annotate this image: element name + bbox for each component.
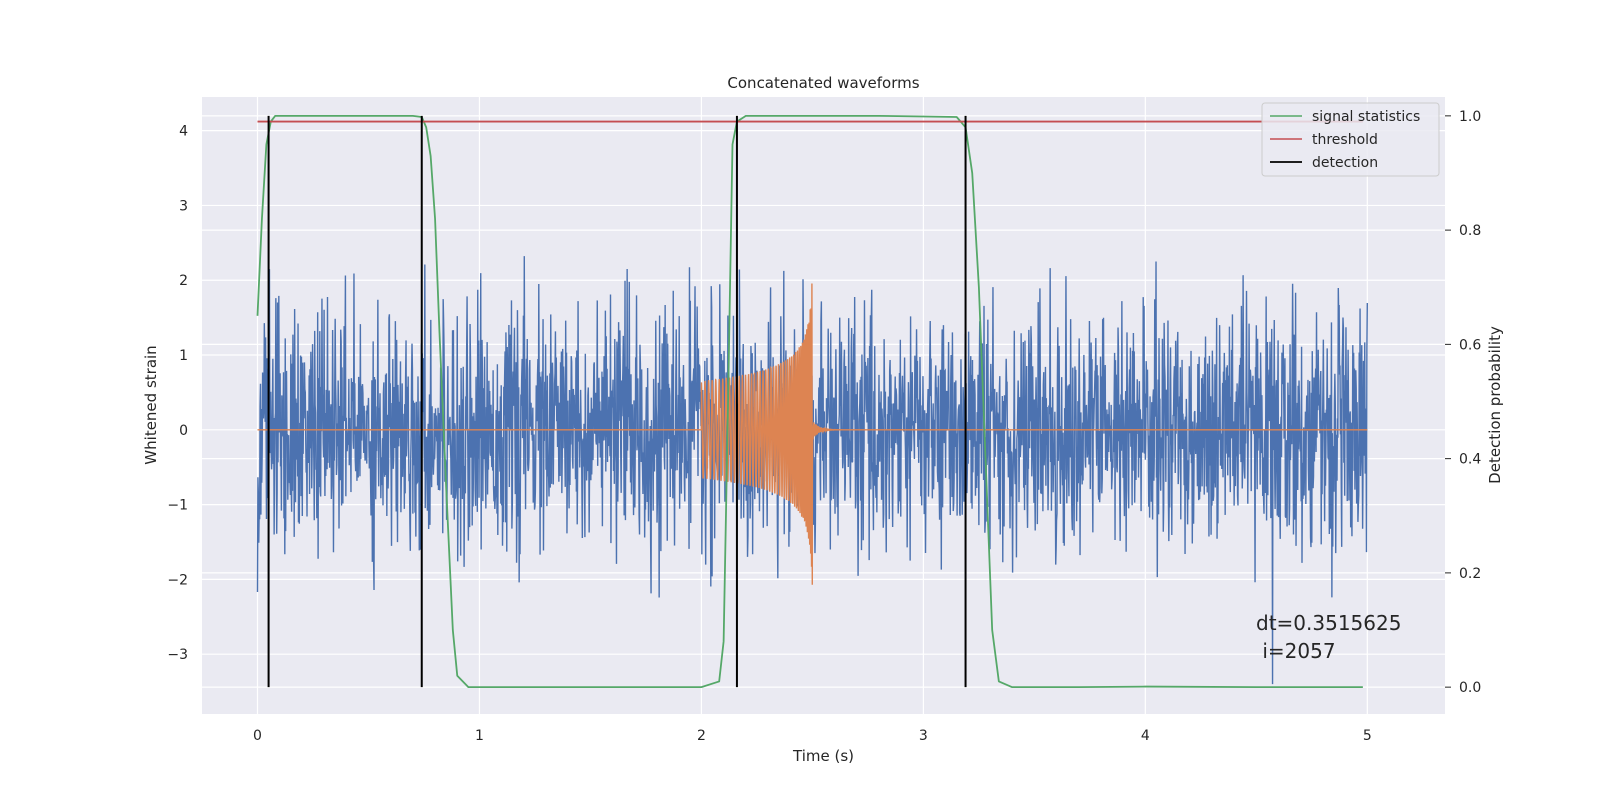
y-right-tick-label: 1.0 xyxy=(1459,109,1481,125)
y-right-tick-label: 0.0 xyxy=(1459,680,1481,696)
detection-series xyxy=(267,115,967,688)
legend: signal statistics threshold detection xyxy=(1261,102,1440,177)
x-tick-label: 3 xyxy=(919,728,928,744)
injection-series xyxy=(257,283,1368,585)
annotation-dt: dt=0.3515625 xyxy=(1256,611,1401,635)
y-axis-left-label: Whitened strain xyxy=(142,345,160,464)
x-tick-label: 4 xyxy=(1141,728,1150,744)
y-left-tick-label: 0 xyxy=(179,423,188,439)
y-right-tick-label: 0.4 xyxy=(1459,452,1481,468)
injection-line xyxy=(257,283,1368,585)
legend-label-signal-statistics: signal statistics xyxy=(1312,109,1420,125)
annotation-i: i=2057 xyxy=(1256,639,1336,663)
x-tick-label: 5 xyxy=(1363,728,1372,744)
signal-statistics-series xyxy=(256,114,1363,689)
axis-ticks: 0 1 2 3 4 5 −3 −2 −1 0 1 2 3 4 0.0 0.2 0.4 0.6 0.8 1.0 xyxy=(167,109,1481,744)
y-axis-right-label: Detection probability xyxy=(1486,326,1504,484)
x-tick-label: 0 xyxy=(253,728,262,744)
y-left-tick-label: 3 xyxy=(179,198,188,214)
legend-label-threshold: threshold xyxy=(1312,132,1378,148)
y-left-tick-label: −1 xyxy=(167,498,188,514)
x-tick-label: 1 xyxy=(475,728,484,744)
x-axis-label: Time (s) xyxy=(792,747,854,765)
x-tick-label: 2 xyxy=(697,728,706,744)
legend-box xyxy=(1261,102,1440,177)
y-left-tick-label: −3 xyxy=(167,647,188,663)
y-left-tick-label: −2 xyxy=(167,572,188,588)
y-right-tick-label: 0.6 xyxy=(1459,337,1481,353)
y-right-tick-label: 0.2 xyxy=(1459,566,1481,582)
y-left-tick-label: 1 xyxy=(179,348,188,364)
y-left-tick-label: 2 xyxy=(179,273,188,289)
legend-label-detection: detection xyxy=(1312,155,1378,171)
y-right-tick-label: 0.8 xyxy=(1459,223,1481,239)
chart-title: Concatenated waveforms xyxy=(727,74,919,92)
y-left-tick-label: 4 xyxy=(179,124,188,140)
signal-statistics-line xyxy=(256,114,1363,689)
